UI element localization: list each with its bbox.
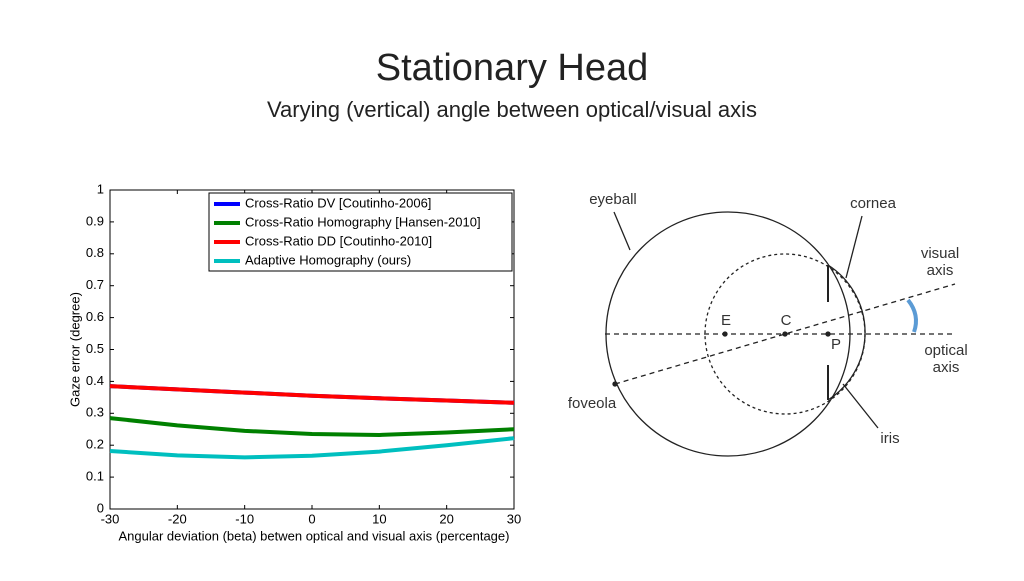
label: E [721, 312, 731, 329]
label: axis [933, 359, 960, 376]
x-axis-label: Angular deviation (beta) betwen optical … [119, 528, 510, 543]
y-tick-label: 1 [97, 181, 104, 196]
legend-label: Cross-Ratio Homography [Hansen-2010] [245, 214, 481, 229]
label: visual [921, 245, 959, 262]
x-tick-label: 30 [507, 511, 521, 526]
leader-line [613, 211, 631, 251]
y-tick-label: 0.5 [86, 341, 104, 356]
y-tick-label: 0.6 [86, 309, 104, 324]
leader-line [845, 215, 863, 279]
cornea-arc [827, 264, 866, 401]
angle-arc [906, 298, 918, 333]
x-tick-label: -30 [101, 511, 120, 526]
label: eyeball [589, 191, 637, 208]
label: iris [880, 430, 899, 447]
y-tick-label: 0.2 [86, 437, 104, 452]
point [782, 331, 788, 337]
legend-label: Adaptive Homography (ours) [245, 252, 411, 267]
x-tick-label: -20 [168, 511, 187, 526]
label: cornea [850, 195, 897, 212]
label: axis [927, 262, 954, 279]
x-tick-label: 0 [308, 511, 315, 526]
x-tick-label: -10 [235, 511, 254, 526]
y-axis-label: Gaze error (degree) [67, 292, 82, 407]
leader-line [842, 383, 879, 429]
label: P [831, 336, 841, 353]
eye-diagram [605, 211, 956, 457]
y-tick-label: 0 [97, 500, 104, 515]
series-line [109, 416, 515, 437]
x-tick-label: 20 [439, 511, 453, 526]
label: optical [924, 342, 967, 359]
label: foveola [568, 395, 617, 412]
y-tick-label: 0.4 [86, 373, 104, 388]
legend-label: Cross-Ratio DV [Coutinho-2006] [245, 195, 431, 210]
point [825, 331, 831, 337]
point [722, 331, 728, 337]
y-tick-label: 0.9 [86, 213, 104, 228]
slide-title: Stationary Head [376, 47, 649, 89]
y-tick-label: 0.3 [86, 405, 104, 420]
legend-box [208, 192, 513, 272]
y-tick-label: 0.7 [86, 277, 104, 292]
y-tick-label: 0.8 [86, 245, 104, 260]
series-line [109, 384, 515, 405]
x-tick-label: 10 [372, 511, 386, 526]
slide-subtitle: Varying (vertical) angle between optical… [267, 97, 757, 122]
y-tick-label: 0.1 [86, 469, 104, 484]
point [612, 381, 618, 387]
label: C [781, 312, 792, 329]
series-line [109, 436, 515, 460]
legend-label: Cross-Ratio DD [Coutinho-2010] [245, 233, 432, 248]
